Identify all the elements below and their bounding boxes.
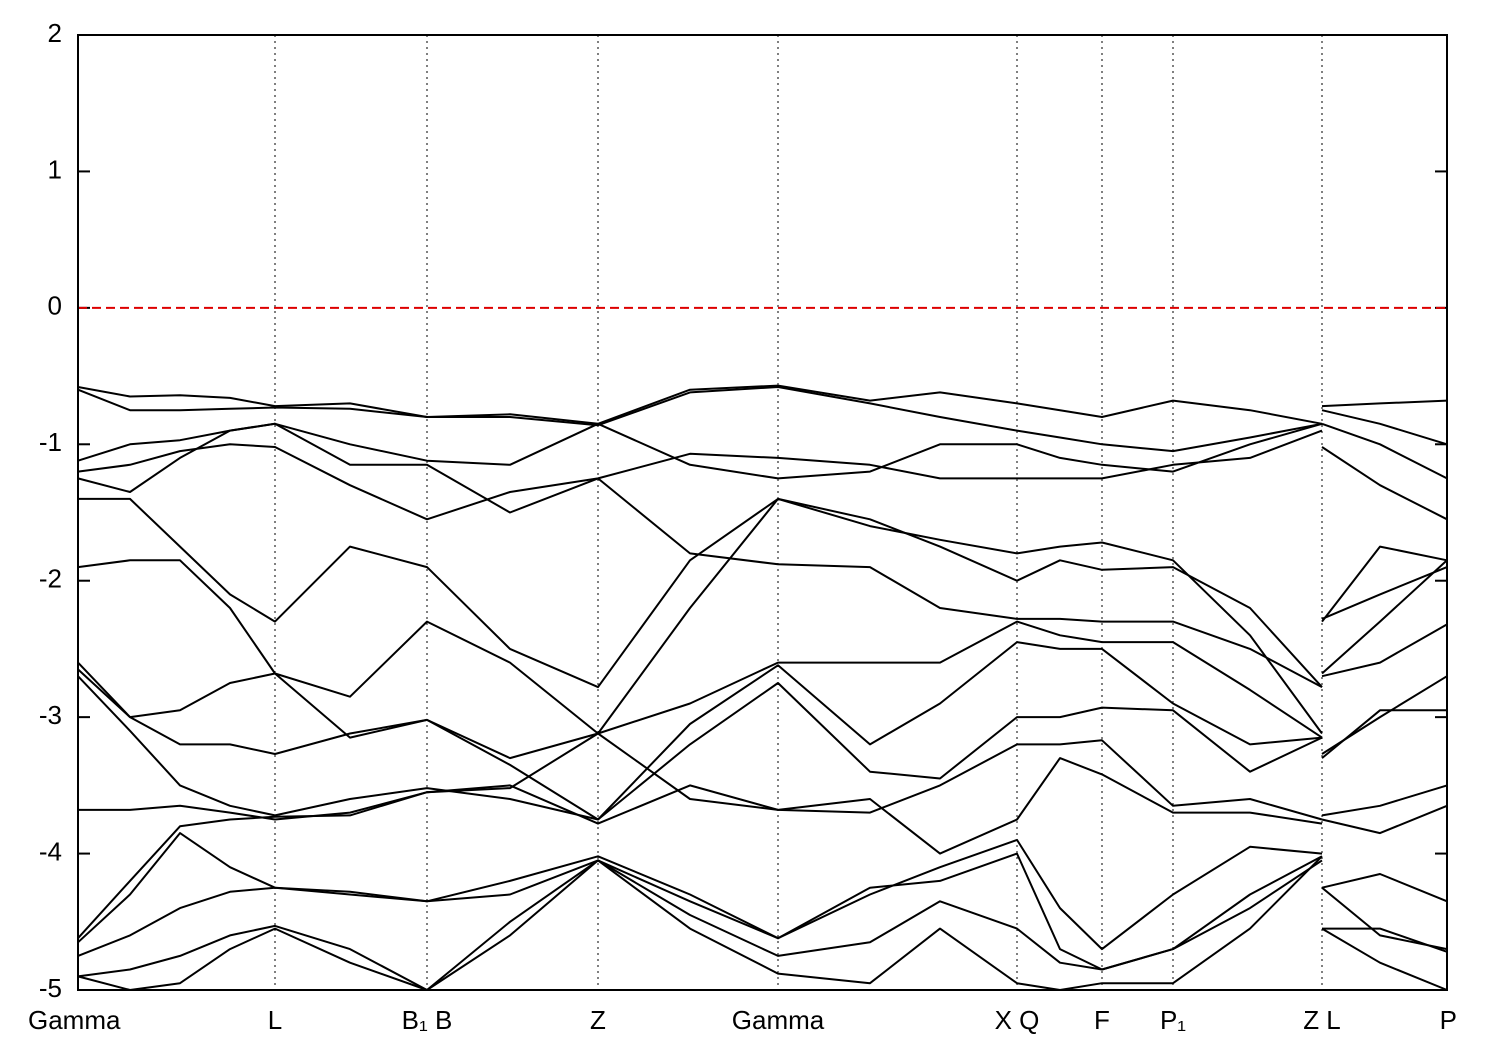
band-line bbox=[77, 386, 1448, 453]
x-tick-label: Z L bbox=[1303, 1005, 1341, 1035]
band-line bbox=[77, 620, 1448, 760]
x-tick-label: Gamma bbox=[732, 1005, 825, 1035]
x-tick-label: B₁ B bbox=[402, 1005, 453, 1035]
y-tick-label: 2 bbox=[48, 18, 62, 48]
band-line bbox=[77, 832, 1448, 951]
y-tick-label: -3 bbox=[39, 700, 62, 730]
y-tick-label: -2 bbox=[39, 564, 62, 594]
plot-background bbox=[78, 35, 1447, 990]
band-line bbox=[77, 675, 1447, 821]
band-line bbox=[77, 384, 1448, 425]
band-line bbox=[77, 422, 1448, 688]
y-tick-label: 1 bbox=[48, 154, 62, 184]
y-tick-label: 0 bbox=[48, 291, 62, 321]
plot-frame bbox=[77, 34, 1448, 991]
band-line bbox=[77, 757, 1448, 939]
x-tick-label: F bbox=[1094, 1005, 1110, 1035]
y-tick-label: -5 bbox=[39, 973, 62, 1003]
band-line bbox=[77, 497, 1448, 735]
x-tick-label: Gamma bbox=[28, 1005, 121, 1035]
y-tick-label: -1 bbox=[39, 427, 62, 457]
x-tick-label: Z bbox=[590, 1005, 606, 1035]
x-tick-label: P bbox=[1440, 1005, 1457, 1035]
x-tick-label: P₁ bbox=[1160, 1005, 1186, 1035]
band-line bbox=[77, 429, 1448, 521]
band-line bbox=[78, 732, 1448, 821]
x-tick-label: X Q bbox=[995, 1005, 1040, 1035]
band-line bbox=[77, 859, 1448, 991]
band-line bbox=[78, 497, 1448, 689]
x-tick-label: L bbox=[268, 1005, 282, 1035]
band-line bbox=[77, 855, 1448, 991]
y-tick-label: -4 bbox=[39, 836, 62, 866]
